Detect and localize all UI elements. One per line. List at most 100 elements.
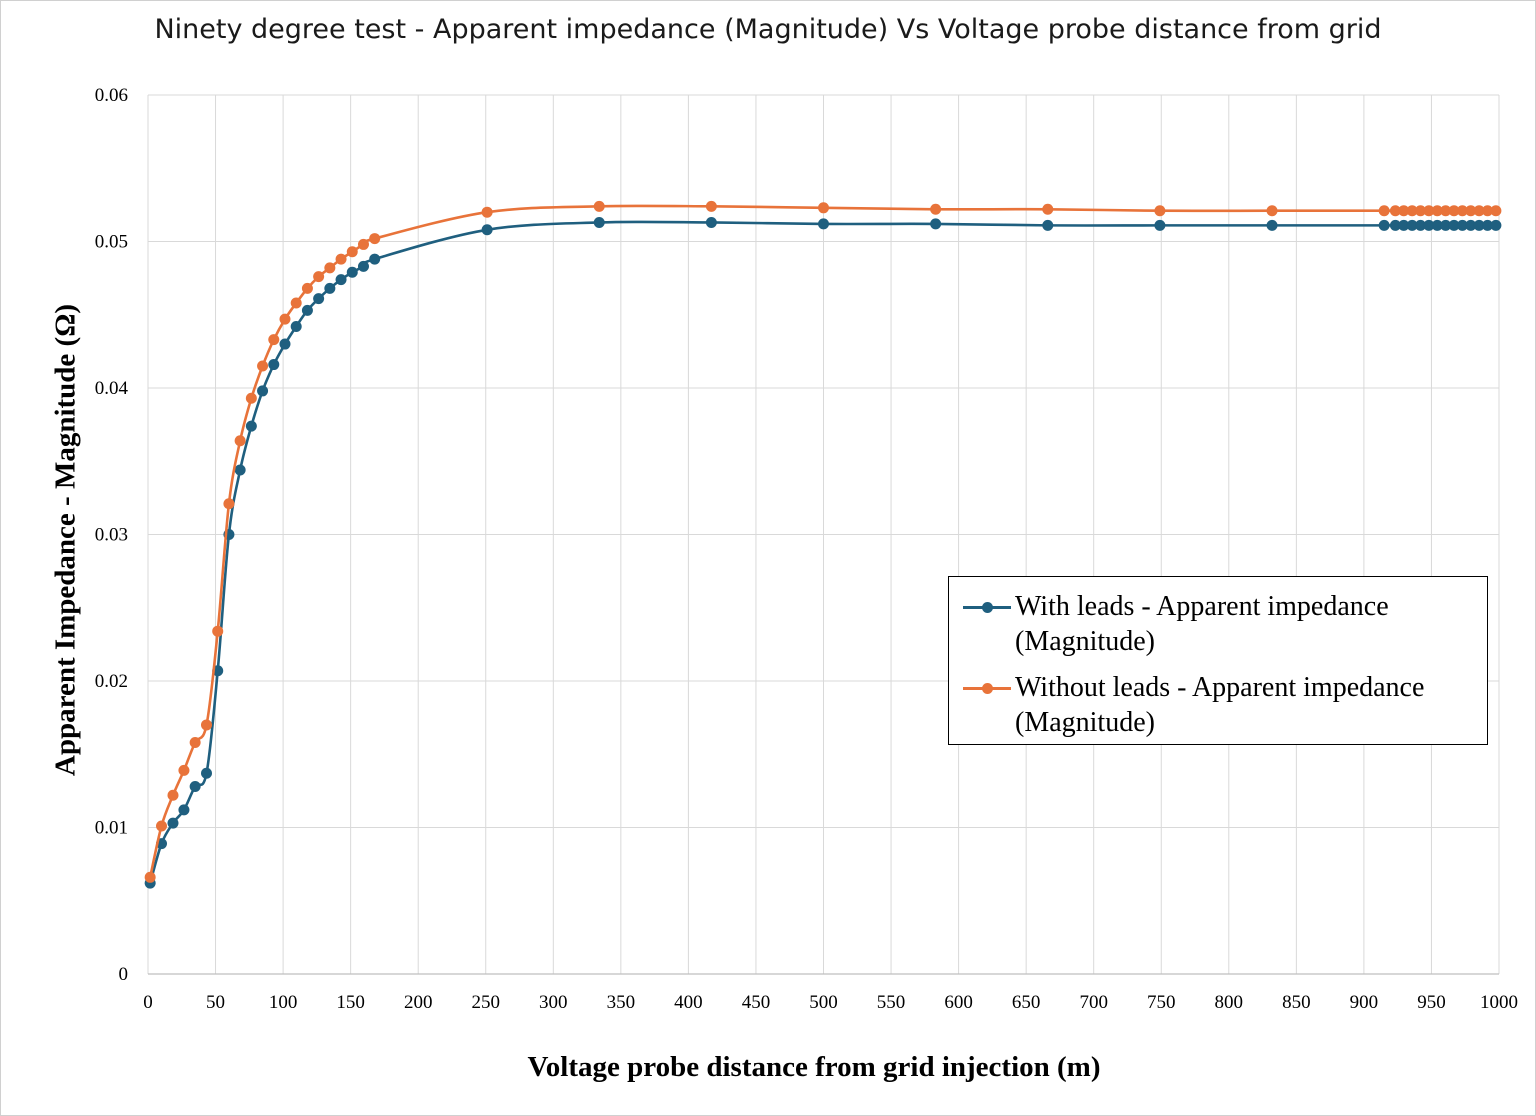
data-point-without-leads — [1389, 205, 1401, 217]
x-tick-label: 650 — [1012, 992, 1041, 1013]
data-point-with-leads — [818, 218, 829, 230]
data-point-with-leads — [335, 274, 347, 286]
data-point-with-leads — [1473, 219, 1485, 231]
data-point-without-leads — [1406, 205, 1418, 217]
legend-label-with-leads-line2: (Magnitude) — [1015, 626, 1155, 657]
data-point-without-leads — [1465, 205, 1477, 217]
data-point-without-leads — [156, 820, 168, 832]
data-point-with-leads — [324, 282, 336, 294]
data-point-with-leads — [1440, 219, 1452, 231]
data-point-without-leads — [301, 282, 313, 294]
data-point-with-leads — [1415, 219, 1427, 231]
data-point-without-leads — [200, 719, 212, 731]
data-point-with-leads — [1448, 219, 1460, 231]
data-point-with-leads — [357, 260, 369, 272]
data-point-without-leads — [1266, 205, 1278, 217]
legend: With leads - Apparent impedance (Magnitu… — [948, 576, 1488, 745]
legend-label-without-leads-line1: Without leads - Apparent impedance — [1015, 672, 1425, 703]
data-point-with-leads — [167, 817, 179, 829]
x-tick-label: 1000 — [1480, 992, 1518, 1013]
data-point-without-leads — [223, 498, 235, 510]
data-point-with-leads — [290, 320, 302, 332]
x-axis-label: Voltage probe distance from grid injecti… — [527, 1051, 1101, 1083]
data-point-without-leads — [1378, 205, 1390, 217]
data-point-without-leads — [705, 200, 717, 212]
data-point-with-leads — [705, 216, 717, 228]
y-tick-label: 0 — [119, 964, 129, 985]
data-point-without-leads — [178, 764, 190, 776]
y-tick-label: 0.03 — [95, 525, 128, 546]
data-point-without-leads — [357, 238, 369, 250]
data-point-without-leads — [1473, 205, 1485, 217]
x-tick-label: 300 — [539, 992, 568, 1013]
data-point-without-leads — [1448, 205, 1460, 217]
data-point-without-leads — [346, 246, 358, 258]
x-tick-label: 100 — [269, 992, 298, 1013]
data-point-without-leads — [313, 271, 325, 283]
data-point-without-leads — [167, 789, 179, 801]
data-point-without-leads — [1482, 205, 1494, 217]
x-tick-label: 600 — [944, 992, 973, 1013]
data-point-with-leads — [234, 464, 246, 476]
data-point-with-leads — [1389, 219, 1401, 231]
x-tick-label: 350 — [607, 992, 636, 1013]
data-point-with-leads — [593, 216, 605, 228]
data-point-without-leads — [324, 262, 336, 274]
data-point-with-leads — [313, 293, 325, 305]
data-point-with-leads — [1154, 219, 1166, 231]
x-tick-label: 200 — [404, 992, 433, 1013]
data-point-with-leads — [200, 767, 212, 779]
data-point-with-leads — [268, 359, 280, 371]
x-tick-label: 150 — [336, 992, 365, 1013]
x-tick-label: 250 — [472, 992, 501, 1013]
legend-marker-with-leads — [982, 602, 993, 613]
data-point-without-leads — [369, 233, 381, 245]
y-tick-label: 0.02 — [95, 671, 128, 692]
data-point-without-leads — [234, 435, 246, 447]
data-point-with-leads — [1465, 219, 1477, 231]
data-point-without-leads — [144, 871, 156, 883]
data-point-with-leads — [1398, 219, 1410, 231]
x-tick-label: 50 — [206, 992, 225, 1013]
data-point-without-leads — [279, 313, 291, 325]
data-point-without-leads — [212, 625, 224, 637]
x-tick-label: 950 — [1417, 992, 1446, 1013]
data-point-with-leads — [301, 304, 313, 316]
data-point-with-leads — [178, 804, 190, 816]
data-point-with-leads — [189, 780, 201, 792]
data-point-without-leads — [245, 392, 257, 404]
data-point-with-leads — [1378, 219, 1390, 231]
data-point-with-leads — [279, 338, 291, 350]
data-point-without-leads — [593, 200, 605, 212]
x-tick-label: 400 — [674, 992, 703, 1013]
x-tick-label: 500 — [809, 992, 838, 1013]
data-point-without-leads — [1490, 205, 1502, 217]
data-point-with-leads — [1266, 219, 1278, 231]
data-point-with-leads — [481, 224, 493, 236]
data-point-with-leads — [1482, 219, 1494, 231]
x-tick-label: 700 — [1079, 992, 1108, 1013]
legend-label-with-leads-line1: With leads - Apparent impedance — [1015, 591, 1389, 622]
data-point-with-leads — [930, 218, 942, 230]
x-tick-label: 450 — [742, 992, 771, 1013]
y-tick-label: 0.06 — [95, 85, 128, 106]
data-point-with-leads — [1406, 219, 1418, 231]
data-point-without-leads — [1431, 205, 1443, 217]
data-point-without-leads — [268, 334, 280, 346]
legend-label-without-leads-line2: (Magnitude) — [1015, 707, 1155, 738]
data-point-with-leads — [257, 385, 269, 397]
data-point-without-leads — [1423, 205, 1435, 217]
data-point-without-leads — [257, 360, 269, 372]
data-point-without-leads — [930, 203, 942, 215]
x-tick-label: 850 — [1282, 992, 1311, 1013]
data-point-with-leads — [369, 253, 381, 265]
x-tick-label: 800 — [1215, 992, 1244, 1013]
data-point-without-leads — [189, 737, 201, 749]
data-point-without-leads — [335, 253, 347, 265]
chart-title: Ninety degree test - Apparent impedance … — [154, 14, 1382, 45]
x-tick-label: 550 — [877, 992, 906, 1013]
data-point-with-leads — [1490, 219, 1502, 231]
y-tick-label: 0.04 — [95, 378, 129, 399]
